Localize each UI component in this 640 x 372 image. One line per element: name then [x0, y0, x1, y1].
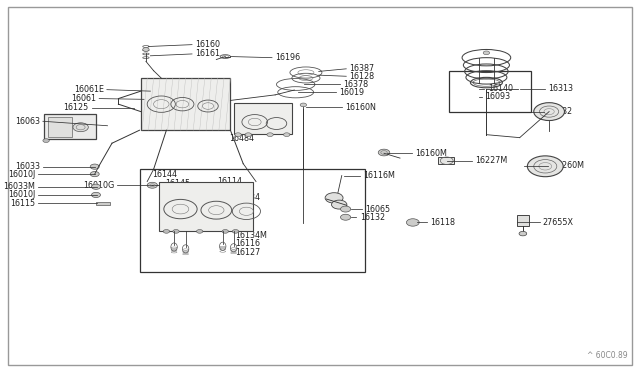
- Text: 16093: 16093: [485, 92, 510, 101]
- Circle shape: [90, 171, 99, 177]
- Bar: [159, 182, 253, 231]
- Circle shape: [73, 123, 88, 132]
- Text: 16114G: 16114G: [212, 185, 244, 194]
- Circle shape: [340, 206, 351, 212]
- Circle shape: [90, 164, 99, 169]
- Text: 27655X: 27655X: [543, 218, 573, 227]
- Text: 16140: 16140: [488, 84, 513, 93]
- Text: 16116: 16116: [236, 239, 260, 248]
- Text: 16061E: 16061E: [74, 85, 104, 94]
- Circle shape: [196, 230, 203, 233]
- Text: 16010G: 16010G: [83, 181, 114, 190]
- Bar: [140, 169, 365, 272]
- Circle shape: [232, 230, 239, 233]
- Text: 16145: 16145: [165, 179, 190, 187]
- Circle shape: [92, 192, 100, 198]
- Circle shape: [43, 139, 49, 142]
- Text: 16114: 16114: [218, 177, 243, 186]
- Text: 16065: 16065: [365, 205, 390, 214]
- Text: 16063: 16063: [15, 117, 40, 126]
- Circle shape: [406, 219, 419, 226]
- Circle shape: [332, 200, 347, 209]
- Text: 16128: 16128: [349, 72, 374, 81]
- Text: 16115: 16115: [10, 199, 35, 208]
- Text: 16118: 16118: [430, 218, 455, 227]
- Text: 16019: 16019: [339, 88, 364, 97]
- Bar: [438, 157, 454, 164]
- Text: 16010J: 16010J: [8, 190, 35, 199]
- Text: 16134M: 16134M: [236, 231, 268, 240]
- Circle shape: [534, 103, 564, 121]
- Text: 16484: 16484: [229, 134, 254, 143]
- Text: 16033: 16033: [15, 162, 40, 171]
- Circle shape: [235, 133, 241, 137]
- Text: 16378: 16378: [343, 80, 368, 89]
- Bar: [48, 117, 72, 137]
- Circle shape: [163, 230, 170, 233]
- Text: 16227M: 16227M: [475, 156, 507, 165]
- Text: 16134: 16134: [236, 193, 260, 202]
- Circle shape: [222, 230, 228, 233]
- Circle shape: [340, 214, 351, 220]
- Text: 16061: 16061: [71, 94, 96, 103]
- Text: 16127: 16127: [236, 248, 260, 257]
- Text: ^ 60C0.89: ^ 60C0.89: [587, 351, 627, 360]
- Circle shape: [284, 133, 290, 137]
- Circle shape: [92, 184, 100, 189]
- Text: 16160: 16160: [195, 40, 220, 49]
- Text: 16160N: 16160N: [346, 103, 376, 112]
- Circle shape: [245, 133, 252, 137]
- Text: 16313: 16313: [548, 84, 573, 93]
- Bar: [96, 202, 110, 205]
- Circle shape: [378, 149, 390, 156]
- Bar: [517, 215, 529, 226]
- Text: 16132: 16132: [360, 213, 385, 222]
- Text: 16260M: 16260M: [552, 161, 584, 170]
- Text: 16387: 16387: [349, 64, 374, 73]
- Circle shape: [519, 231, 527, 236]
- Text: 16125: 16125: [63, 103, 88, 112]
- Bar: [44, 114, 96, 139]
- Bar: [449, 71, 531, 112]
- Text: 16033M: 16033M: [3, 182, 35, 191]
- Circle shape: [300, 103, 307, 107]
- Circle shape: [173, 230, 179, 233]
- Circle shape: [267, 133, 273, 137]
- Circle shape: [143, 48, 149, 51]
- Text: 16010J: 16010J: [8, 170, 35, 179]
- Text: 16196: 16196: [275, 53, 300, 62]
- Bar: [141, 78, 230, 130]
- Bar: [234, 103, 292, 134]
- Text: 16182: 16182: [547, 107, 572, 116]
- Circle shape: [527, 156, 563, 177]
- Text: 16160M: 16160M: [415, 149, 447, 158]
- Text: 16161: 16161: [195, 49, 220, 58]
- Text: 16144: 16144: [152, 170, 177, 179]
- Circle shape: [325, 193, 343, 203]
- Circle shape: [147, 182, 157, 188]
- Circle shape: [483, 51, 490, 55]
- Text: 16116M: 16116M: [364, 171, 396, 180]
